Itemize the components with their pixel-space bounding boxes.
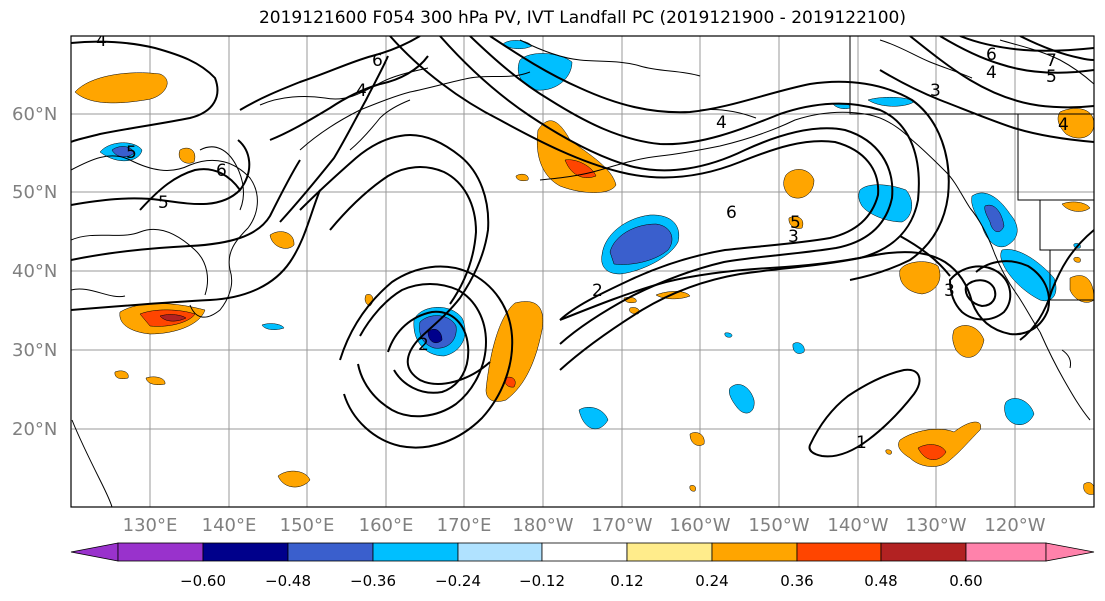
longitude-labels: 130°E 140°E 150°E 160°E 170°E 180°W 170°… <box>123 515 1046 536</box>
colorbar-segment <box>70 542 119 562</box>
lat-label: 60°N <box>12 104 57 125</box>
map-border <box>70 35 1095 508</box>
contour-label: 2 <box>418 335 429 355</box>
contour-label: 6 <box>372 51 383 71</box>
lon-label: 170°E <box>437 515 492 536</box>
lon-label: 170°W <box>591 515 652 536</box>
pv-anomaly-fills <box>74 40 1094 495</box>
colorbar-tick-label: −0.12 <box>519 572 565 590</box>
pv-contours <box>71 36 1094 458</box>
lon-label: 160°W <box>669 515 730 536</box>
map-title: 2019121600 F054 300 hPa PV, IVT Landfall… <box>258 8 906 28</box>
contour-label: 4 <box>96 31 107 51</box>
colorbar-segment <box>541 542 628 562</box>
lat-label: 30°N <box>12 340 57 361</box>
lon-label: 150°E <box>280 515 335 536</box>
contour-label: 1 <box>856 433 867 453</box>
colorbar-tick-label: −0.24 <box>435 572 481 590</box>
contour-label: 2 <box>592 281 603 301</box>
contour-label: 4 <box>986 63 997 83</box>
contour-label: 3 <box>944 281 955 301</box>
colorbar-segment <box>626 542 713 562</box>
colorbar-tick-label: −0.60 <box>180 572 226 590</box>
contour-label: 5 <box>790 213 801 233</box>
contour-label: 5 <box>1046 67 1057 87</box>
lon-label: 140°W <box>827 515 888 536</box>
colorbar-tick-label: −0.36 <box>350 572 396 590</box>
contour-label: 4 <box>716 113 727 133</box>
contour-label: 6 <box>216 161 227 181</box>
lat-label: 50°N <box>12 182 57 203</box>
colorbar-tick-label: 0.24 <box>695 572 728 590</box>
lon-label: 180°W <box>512 515 573 536</box>
colorbar-segment <box>1045 542 1095 562</box>
contour-label: 6 <box>986 45 997 65</box>
contour-label: 7 <box>1046 51 1057 71</box>
colorbar-segment <box>287 542 374 562</box>
colorbar-segment <box>117 542 204 562</box>
contour-label: 4 <box>356 81 367 101</box>
lon-label: 120°W <box>984 515 1045 536</box>
lon-label: 130°W <box>905 515 966 536</box>
colorbar-segment <box>202 542 289 562</box>
lon-label: 160°E <box>359 515 414 536</box>
lon-label: 140°E <box>202 515 257 536</box>
contour-label: 3 <box>930 81 941 101</box>
colorbar-tick-label: 0.36 <box>780 572 813 590</box>
colorbar-tick-label: 0.12 <box>610 572 643 590</box>
colorbar-tick-label: 0.60 <box>949 572 982 590</box>
contour-label: 5 <box>158 193 169 213</box>
contour-labels: 4 6 4 5 6 5 4 3 4 5 6 7 3 6 5 2 2 3 1 4 <box>96 31 1069 453</box>
lat-label: 20°N <box>12 419 57 440</box>
contour-label: 5 <box>126 143 137 163</box>
colorbar-segment <box>880 542 967 562</box>
latitude-labels: 60°N 50°N 40°N 30°N 20°N <box>12 104 57 440</box>
contour-label: 4 <box>1058 115 1069 135</box>
colorbar-segment <box>372 542 459 562</box>
colorbar <box>70 542 1095 562</box>
colorbar-segment <box>796 542 882 562</box>
colorbar-segment <box>965 542 1047 562</box>
lon-label: 150°W <box>748 515 809 536</box>
colorbar-segment <box>457 542 543 562</box>
contour-label: 6 <box>726 203 737 223</box>
colorbar-tick-label: 0.48 <box>864 572 897 590</box>
colorbar-segment <box>711 542 798 562</box>
lon-label: 130°E <box>123 515 178 536</box>
lat-label: 40°N <box>12 261 57 282</box>
contour-label: 3 <box>788 227 799 247</box>
colorbar-tick-label: −0.48 <box>265 572 311 590</box>
colorbar-ticks: −0.60 −0.48 −0.36 −0.24 −0.12 0.12 0.24 … <box>180 572 983 590</box>
